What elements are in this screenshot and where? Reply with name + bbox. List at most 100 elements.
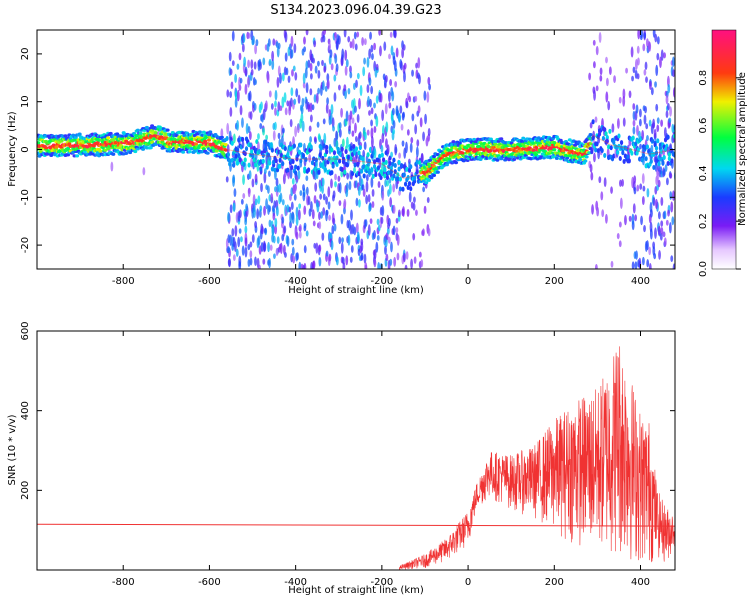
spectrogram-cell xyxy=(543,146,548,150)
spectrogram-cell xyxy=(402,252,406,263)
spectrogram-cell xyxy=(396,234,400,246)
spectrogram-cell xyxy=(303,36,306,45)
spectrogram-cell xyxy=(272,212,276,221)
spectrogram-cell xyxy=(313,136,317,142)
spectrogram-cell xyxy=(606,77,609,87)
spectrogram-cell xyxy=(622,158,626,164)
snr-trace xyxy=(399,346,675,570)
spectrogram-cell xyxy=(589,122,593,129)
spectrogram-cell xyxy=(590,171,594,181)
spectrogram-cell xyxy=(290,87,294,97)
spectrogram-cell xyxy=(264,146,268,152)
spectrogram-cell xyxy=(643,114,647,125)
spectrogram-cell xyxy=(667,83,671,94)
spectrogram-cell xyxy=(290,165,294,171)
spectrogram-cell xyxy=(664,164,668,172)
spectrogram-cell xyxy=(618,156,622,162)
spectrogram-cell xyxy=(353,31,357,40)
spectrogram-cell xyxy=(365,174,369,182)
spectrogram-cell xyxy=(387,236,391,244)
spectrogram-cell xyxy=(294,170,298,176)
spectrogram-cell xyxy=(414,124,418,135)
spectrogram-cell xyxy=(370,177,374,188)
spectrogram-cell xyxy=(356,31,360,38)
spectrogram-cell xyxy=(343,169,347,175)
spectrogram-cell xyxy=(305,30,309,36)
spectrogram-cell xyxy=(229,204,233,214)
spectrogram-y-axis-label: Frequency (Hz) xyxy=(7,111,18,187)
spectrogram-cell xyxy=(292,65,296,72)
spectrogram-cell xyxy=(660,49,664,61)
spectrogram-cell xyxy=(287,75,291,84)
spectrogram-cell xyxy=(82,150,87,154)
spectrogram-cell xyxy=(470,144,475,148)
spectrogram-cell xyxy=(241,245,245,256)
spectrogram-cell xyxy=(303,222,307,229)
spectrogram-cell xyxy=(454,161,459,165)
spectrogram-cell xyxy=(363,38,367,46)
spectrogram-cell xyxy=(640,215,643,226)
spectrogram-cell xyxy=(234,225,238,237)
spectrogram-cell xyxy=(251,234,255,243)
spectrogram-cell xyxy=(607,144,611,150)
spectrogram-cell xyxy=(340,146,344,152)
spectrogram-cell xyxy=(643,32,647,40)
spectrogram-cell xyxy=(295,88,299,98)
spectrogram-cell xyxy=(406,208,410,217)
spectrogram-cell xyxy=(600,191,604,201)
spectrogram-cell xyxy=(201,147,206,151)
spectrogram-cell xyxy=(229,107,233,117)
spectrogram-cell xyxy=(601,135,606,141)
spectrogram-cell xyxy=(367,158,371,164)
spectrogram-cell xyxy=(234,153,238,159)
spectrogram-cell xyxy=(383,173,387,179)
spectrogram-cell xyxy=(644,61,648,70)
spectrogram-cell xyxy=(422,131,425,142)
spectrogram-x-ticks: -800 -600 -400 -200 0 200 400 xyxy=(112,30,650,287)
spectrogram-cell xyxy=(237,137,241,143)
spectrogram-cell xyxy=(271,58,275,71)
spectrogram-cell xyxy=(231,60,235,67)
spectrogram-cell xyxy=(348,125,351,132)
spectrogram-cell xyxy=(625,67,628,74)
spectrogram-cell xyxy=(256,208,260,220)
spectrogram-cell xyxy=(312,220,316,227)
spectrogram-cell xyxy=(239,105,243,116)
spectrogram-cell xyxy=(299,158,303,164)
y-tick-label: -20 xyxy=(20,237,31,253)
spectrogram-cell xyxy=(302,191,306,202)
spectrogram-cell xyxy=(460,151,465,155)
spectrogram-cell xyxy=(354,122,357,134)
spectrogram-cell xyxy=(666,134,670,140)
spectrogram-cell xyxy=(269,244,273,251)
spectrogram-cell xyxy=(268,58,272,66)
spectrogram-cell xyxy=(603,177,607,188)
spectrogram-cell xyxy=(392,204,396,214)
spectrogram-cell xyxy=(395,47,399,58)
spectrogram-cell xyxy=(635,104,639,114)
spectrogram-cell xyxy=(670,158,674,164)
spectrogram-cell xyxy=(318,256,322,267)
spectrogram-cell xyxy=(354,136,358,142)
spectrogram-cell xyxy=(303,205,307,215)
spectrogram-cell xyxy=(413,256,417,264)
spectrogram-cell xyxy=(399,105,403,114)
spectrogram-cell xyxy=(349,41,353,49)
spectrogram-cell xyxy=(252,35,255,45)
spectrogram-cell xyxy=(290,35,294,47)
spectrogram-cell xyxy=(406,175,410,181)
spectrogram-cell xyxy=(120,136,125,140)
spectrogram-cell xyxy=(641,153,646,159)
spectrogram-cell xyxy=(375,115,379,127)
spectrogram-cell xyxy=(259,166,263,172)
spectrogram-cell xyxy=(304,67,308,79)
spectrogram-cell xyxy=(330,240,334,251)
spectrogram-cell xyxy=(150,140,155,144)
spectrogram-cell xyxy=(309,102,313,113)
spectrogram-cell xyxy=(257,195,261,205)
spectrogram-cell xyxy=(364,131,367,141)
spectrogram-cell xyxy=(259,123,263,130)
spectrogram-cell xyxy=(326,79,330,90)
spectrogram-cell xyxy=(223,143,228,147)
spectrogram-cell xyxy=(278,183,282,193)
